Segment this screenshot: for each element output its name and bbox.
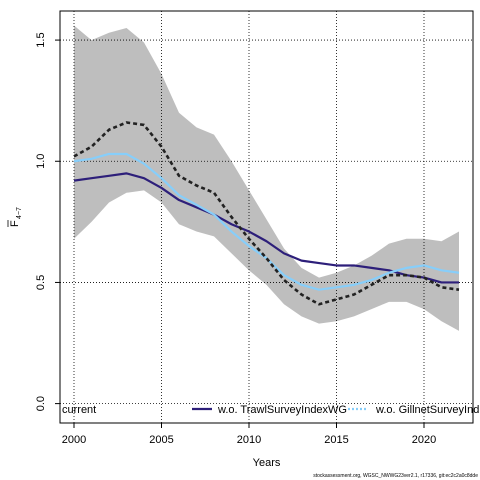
y-tick-label: 0.5 [35, 275, 47, 290]
series-lines [73, 121, 460, 306]
y-axis-title-main: F [9, 220, 21, 227]
x-axis-title: Years [253, 457, 281, 469]
series-line-2 [73, 152, 460, 291]
y-axis-title: F 4−7 [7, 207, 23, 227]
legend-label-current: current [62, 404, 96, 416]
y-tick-label: 0.0 [35, 396, 47, 411]
x-tick-label: 2010 [237, 434, 261, 446]
y-tick-label: 1.0 [35, 154, 47, 169]
x-tick-label: 2020 [412, 434, 436, 446]
legend-label-trawl: w.o. TrawlSurveyIndexWG [217, 404, 347, 416]
x-axis-ticks: 2000 2005 2010 2015 2020 [62, 423, 436, 446]
confidence-band-area [74, 25, 459, 331]
y-tick-label: 1.5 [35, 32, 47, 47]
y-axis-title-subscript: 4−7 [16, 207, 23, 219]
footer-text: stockassessment.org, WGSC_NWWG23ver2.1, … [313, 473, 478, 479]
x-tick-label: 2000 [62, 434, 86, 446]
plot-frame [59, 10, 474, 424]
y-axis-ticks: 0.0 0.5 1.0 1.5 [35, 32, 60, 411]
confidence-band [74, 25, 459, 331]
legend-label-gillnet: w.o. GillnetSurveyInd [375, 404, 479, 416]
x-tick-label: 2005 [149, 434, 173, 446]
x-tick-label: 2015 [324, 434, 348, 446]
legend: current w.o. TrawlSurveyIndexWG w.o. Gilln… [62, 404, 479, 416]
